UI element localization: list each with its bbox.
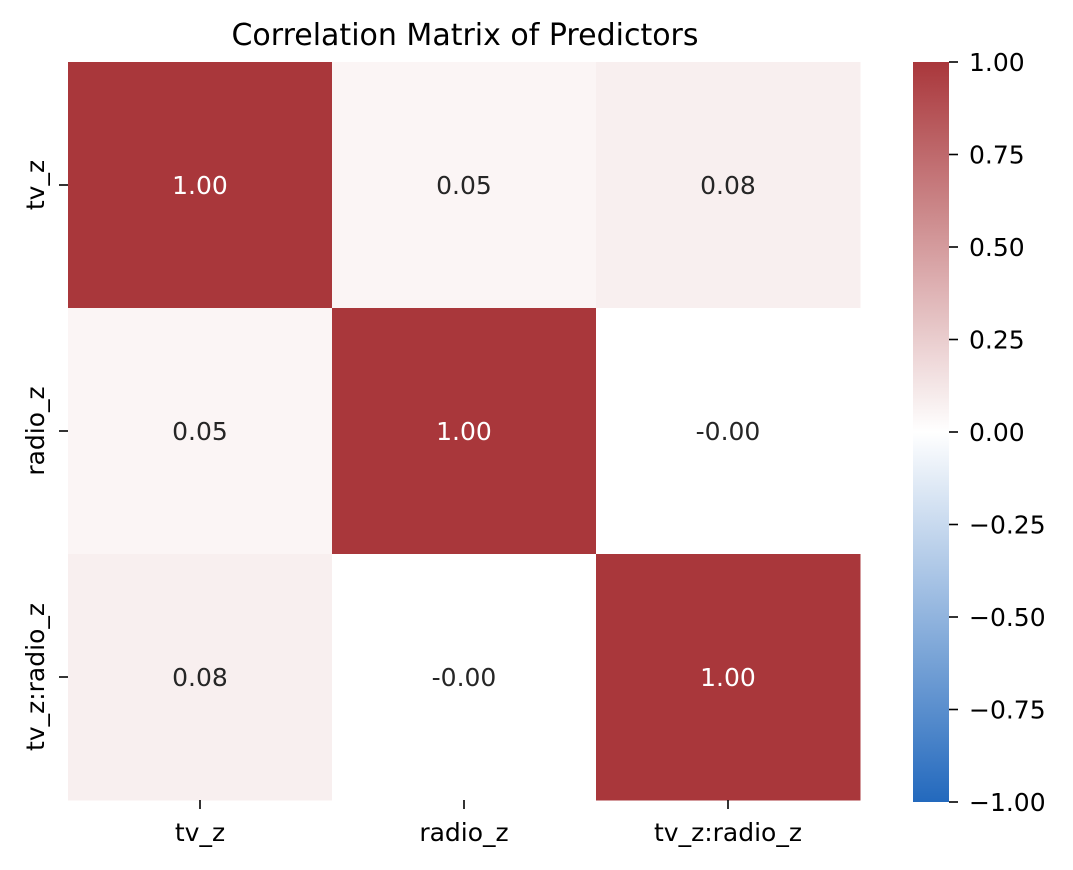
cell-value-label: 1.00 [172, 171, 228, 200]
cell-value-label: 1.00 [700, 663, 756, 692]
colorbar-tick-label: 0.00 [969, 418, 1025, 447]
heatmap-cell [68, 308, 333, 555]
x-tick-label: tv_z [175, 818, 225, 847]
heatmap-cell [332, 308, 597, 555]
cell-value-label: -0.00 [432, 663, 497, 692]
heatmap-cell [596, 554, 861, 801]
colorbar-tick-label: −1.00 [969, 788, 1046, 817]
cell-value-label: 0.05 [172, 417, 228, 446]
heatmap-cells [68, 62, 861, 801]
colorbar-tick-label: −0.75 [969, 696, 1046, 725]
colorbar [913, 62, 949, 802]
heatmap-cell [596, 308, 861, 555]
y-axis: tv_z radio_z tv_z:radio_z [21, 160, 68, 751]
heatmap-cell [332, 62, 597, 309]
cell-value-label: 0.08 [700, 171, 756, 200]
colorbar-tick-label: 0.75 [969, 141, 1025, 170]
cell-value-label: 1.00 [436, 417, 492, 446]
colorbar-tick-label: −0.25 [969, 511, 1046, 540]
heatmap-cell [596, 62, 861, 309]
x-tick-label: radio_z [419, 818, 508, 847]
heatmap-cell [68, 554, 333, 801]
cell-value-label: 0.08 [172, 663, 228, 692]
chart-title: Correlation Matrix of Predictors [231, 18, 698, 53]
x-tick-label: tv_z:radio_z [654, 818, 802, 847]
colorbar-tick-label: −0.50 [969, 603, 1046, 632]
colorbar-axis: 1.00 0.75 0.50 0.25 0.00 −0.25 −0.50 −0.75 −1.00 [949, 48, 1046, 817]
heatmap-cell [68, 62, 333, 309]
colorbar-tick-label: 1.00 [969, 48, 1025, 77]
colorbar-tick-label: 0.50 [969, 233, 1025, 262]
x-axis: tv_z radio_z tv_z:radio_z [175, 800, 802, 847]
y-tick-label: radio_z [21, 386, 50, 475]
y-tick-label: tv_z [21, 160, 50, 210]
y-tick-label: tv_z:radio_z [21, 603, 50, 751]
heatmap-value-labels: 1.00 0.05 0.08 0.05 1.00 -0.00 0.08 -0.00 1.00 [172, 171, 760, 692]
colorbar-tick-label: 0.25 [969, 326, 1025, 355]
cell-value-label: 0.05 [436, 171, 492, 200]
heatmap-cell [332, 554, 597, 801]
cell-value-label: -0.00 [696, 417, 761, 446]
